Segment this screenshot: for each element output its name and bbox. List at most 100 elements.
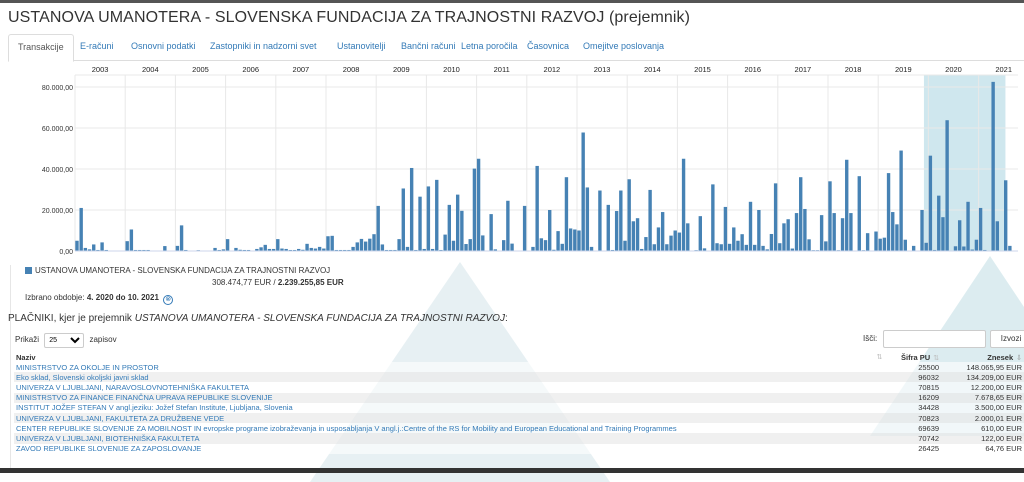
chart-bar[interactable] xyxy=(656,227,661,251)
chart-bar[interactable] xyxy=(418,196,422,251)
chart-bar[interactable] xyxy=(803,208,807,251)
chart-bar[interactable] xyxy=(129,229,134,251)
chart-bar[interactable] xyxy=(522,205,527,251)
chart-bar[interactable] xyxy=(221,249,226,251)
chart-bar[interactable] xyxy=(389,249,393,251)
chart-bar[interactable] xyxy=(573,229,577,251)
chart-bar[interactable] xyxy=(464,244,468,251)
chart-bar[interactable] xyxy=(455,194,460,251)
chart-bar[interactable] xyxy=(175,245,180,251)
chart-bar[interactable] xyxy=(531,246,535,251)
column-header-znesek[interactable]: Znesek ⇩ xyxy=(941,352,1024,362)
chart-bar[interactable] xyxy=(794,213,799,251)
chart-bar[interactable] xyxy=(627,179,631,251)
chart-bar[interactable] xyxy=(468,239,472,251)
chart-bar[interactable] xyxy=(397,239,401,251)
chart-bar[interactable] xyxy=(978,207,983,251)
tab-ustanovitelji[interactable]: Ustanovitelji xyxy=(337,41,386,51)
chart-bar[interactable] xyxy=(660,212,665,251)
clear-period-icon[interactable]: ⊗ xyxy=(163,295,174,305)
chart-bar[interactable] xyxy=(87,249,92,251)
chart-bar[interactable] xyxy=(957,220,962,251)
page-length-select[interactable]: 25 xyxy=(44,333,85,348)
chart-bar[interactable] xyxy=(393,249,397,251)
chart-bar[interactable] xyxy=(83,247,88,251)
chart-bar[interactable] xyxy=(669,235,673,251)
payer-name-link[interactable]: Eko sklad, Slovenski okoljski javni skla… xyxy=(14,372,889,383)
chart-bar[interactable] xyxy=(292,249,297,251)
column-header-sifra-pu[interactable]: Šifra PU ⇅ xyxy=(888,352,941,362)
tab-bancni-racuni[interactable]: Bančni računi xyxy=(401,41,456,51)
chart-bar[interactable] xyxy=(744,244,749,251)
payer-name-link[interactable]: UNIVERZA V LJUBLJANI, NARAVOSLOVNOTEHNIŠ… xyxy=(14,382,889,393)
chart-bar[interactable] xyxy=(581,132,585,251)
chart-bar[interactable] xyxy=(765,249,769,251)
chart-bar[interactable] xyxy=(782,223,786,251)
chart-bar[interactable] xyxy=(644,237,648,251)
chart-bar[interactable] xyxy=(619,190,623,251)
chart-bar[interactable] xyxy=(552,249,556,251)
chart-bar[interactable] xyxy=(857,176,861,251)
chart-bar[interactable] xyxy=(125,241,129,251)
chart-bar[interactable] xyxy=(610,249,615,251)
chart-bar[interactable] xyxy=(363,241,368,251)
chart-bar[interactable] xyxy=(217,249,221,251)
chart-bar[interactable] xyxy=(932,249,937,251)
payer-name-link[interactable]: CENTER REPUBLIKE SLOVENIJE ZA MOBILNOST … xyxy=(14,423,889,434)
search-input[interactable] xyxy=(883,330,987,348)
chart-bar[interactable] xyxy=(246,249,251,251)
chart-bar[interactable] xyxy=(585,187,590,251)
chart-bar[interactable] xyxy=(635,218,640,251)
chart-bar[interactable] xyxy=(280,248,284,251)
chart-bar[interactable] xyxy=(962,246,966,251)
chart-bar[interactable] xyxy=(840,218,845,251)
chart-bar[interactable] xyxy=(443,234,447,251)
chart-bar[interactable] xyxy=(983,249,987,251)
chart-bar[interactable] xyxy=(79,207,83,251)
chart-bar[interactable] xyxy=(891,212,895,251)
chart-bar[interactable] xyxy=(677,232,682,251)
chart-bar[interactable] xyxy=(439,249,443,251)
chart-bar[interactable] xyxy=(966,201,970,251)
chart-bar[interactable] xyxy=(911,245,916,251)
chart-bar[interactable] xyxy=(313,248,318,251)
chart-bar[interactable] xyxy=(886,173,891,251)
chart-bar[interactable] xyxy=(422,248,426,251)
chart-bar[interactable] xyxy=(568,228,573,251)
column-header-naziv[interactable]: Naziv ⇅ xyxy=(14,352,888,362)
chart-bar[interactable] xyxy=(711,184,715,251)
chart-bar[interactable] xyxy=(941,217,945,251)
tab-transakcije[interactable]: Transakcije xyxy=(8,34,74,62)
chart-bar[interactable] xyxy=(401,188,405,251)
chart-bar[interactable] xyxy=(297,248,301,251)
chart-bar[interactable] xyxy=(778,243,782,251)
tab-zastopniki[interactable]: Zastopniki in nadzorni svet xyxy=(210,41,317,51)
chart-bar[interactable] xyxy=(405,246,410,251)
chart-bar[interactable] xyxy=(732,227,736,251)
chart-bar[interactable] xyxy=(225,239,230,251)
chart-bar[interactable] xyxy=(276,239,280,251)
chart-bar[interactable] xyxy=(727,243,732,251)
chart-bar[interactable] xyxy=(489,214,493,251)
chart-bar[interactable] xyxy=(723,206,728,251)
chart-bar[interactable] xyxy=(271,248,276,251)
payer-name-link[interactable]: ZAVOD REPUBLIKE SLOVENIJE ZA ZAPOSLOVANJ… xyxy=(14,443,889,454)
chart-bar[interactable] xyxy=(945,120,949,252)
chart-bar[interactable] xyxy=(652,244,656,251)
chart-bar[interactable] xyxy=(819,215,824,251)
chart-bar[interactable] xyxy=(179,225,184,251)
payer-name-link[interactable]: MINISTRSTVO ZA OKOLJE IN PROSTOR xyxy=(14,362,889,373)
chart-bar[interactable] xyxy=(343,249,347,251)
chart-bar[interactable] xyxy=(368,238,372,251)
chart-bar[interactable] xyxy=(928,155,933,251)
chart-bar[interactable] xyxy=(380,244,385,251)
chart-bar[interactable] xyxy=(715,243,719,251)
chart-bar[interactable] xyxy=(673,230,677,252)
chart-bar[interactable] xyxy=(317,246,322,251)
chart-bar[interactable] xyxy=(334,249,339,251)
chart-bar[interactable] xyxy=(309,247,313,251)
chart-bar[interactable] xyxy=(757,210,761,251)
chart-bar[interactable] xyxy=(414,249,418,251)
chart-bar[interactable] xyxy=(351,246,355,251)
chart-bar[interactable] xyxy=(807,239,811,251)
